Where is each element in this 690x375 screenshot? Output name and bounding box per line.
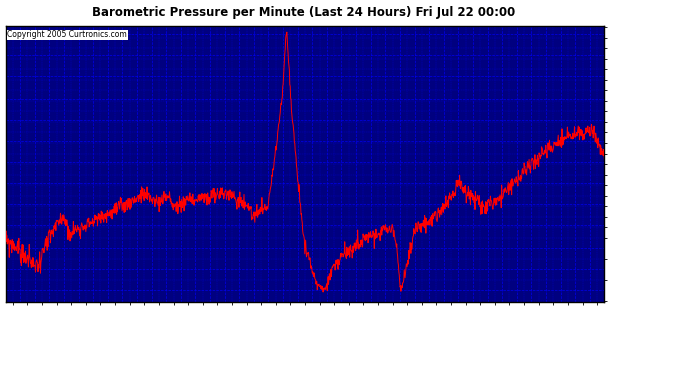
Text: Copyright 2005 Curtronics.com: Copyright 2005 Curtronics.com bbox=[8, 30, 127, 39]
Text: Barometric Pressure per Minute (Last 24 Hours) Fri Jul 22 00:00: Barometric Pressure per Minute (Last 24 … bbox=[92, 6, 515, 19]
